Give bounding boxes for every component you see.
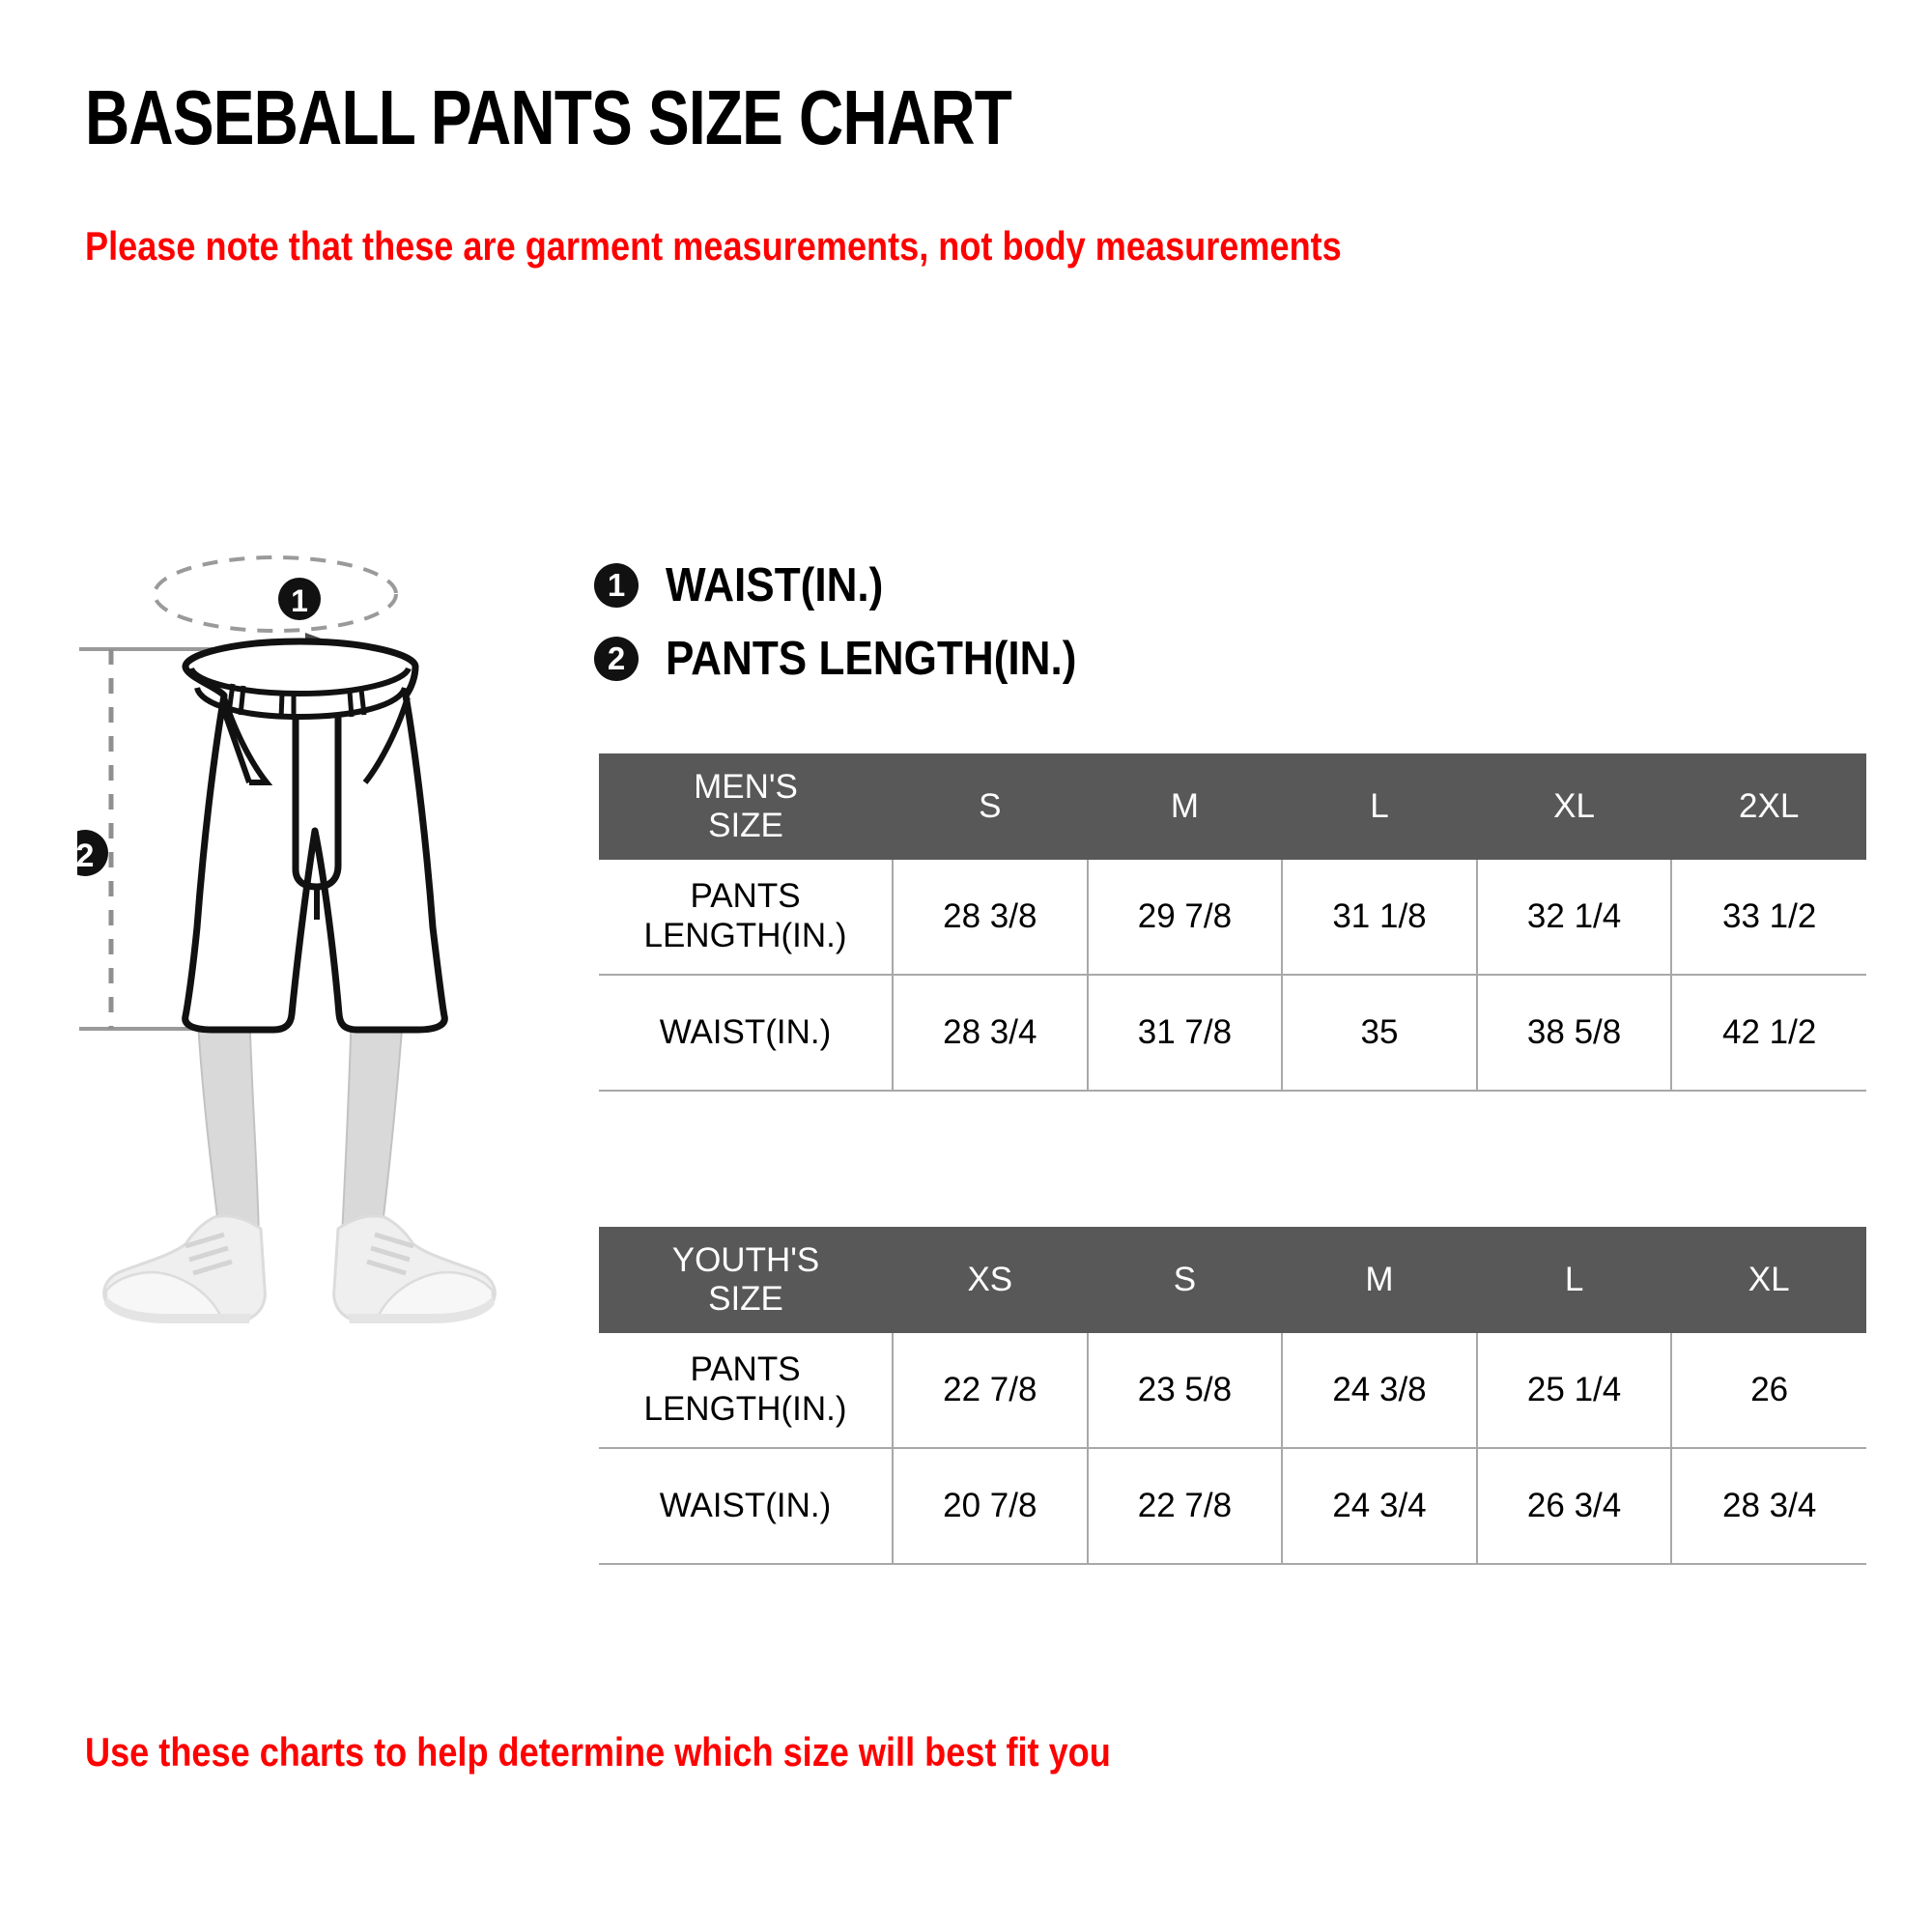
cell-waist-xl: 28 3/4 xyxy=(1670,1447,1866,1565)
cell-pants-length-l: 25 1/4 xyxy=(1475,1333,1673,1449)
corner-label-line2: SIZE xyxy=(708,807,783,844)
cell-pants-length-xl: 32 1/4 xyxy=(1475,860,1673,976)
row-label-line2: LENGTH(IN.) xyxy=(643,1390,847,1428)
shoes-graphic xyxy=(102,1214,497,1323)
size-header-s: S xyxy=(893,753,1088,860)
cell-pants-length-xl: 26 xyxy=(1670,1333,1866,1449)
baseball-pants-illustration: 1 2 xyxy=(62,541,560,1748)
cell-waist-2xl: 42 1/2 xyxy=(1670,974,1866,1092)
size-header-2xl: 2XL xyxy=(1671,753,1866,860)
row-label-line1: PANTS xyxy=(690,1350,801,1389)
size-header-xl: XL xyxy=(1476,753,1672,860)
table-row: WAIST(IN.) 20 7/8 22 7/8 24 3/4 26 3/4 2… xyxy=(599,1447,1866,1565)
measurement-legend: 1 WAIST(IN.) 2 PANTS LENGTH(IN.) xyxy=(594,549,1122,696)
row-label-pants-length: PANTS LENGTH(IN.) xyxy=(599,1333,894,1449)
cell-waist-xs: 20 7/8 xyxy=(892,1447,1089,1565)
corner-label-line1: MEN'S xyxy=(694,768,798,807)
sizing-help-note: Use these charts to help determine which… xyxy=(85,1729,1111,1775)
row-label-line1: WAIST(IN.) xyxy=(659,1012,832,1051)
table-corner-header: MEN'S SIZE xyxy=(599,753,893,860)
cell-pants-length-l: 31 1/8 xyxy=(1281,860,1478,976)
cell-waist-l: 35 xyxy=(1281,974,1478,1092)
mens-size-table: MEN'S SIZE S M L XL 2XL PANTS LENGTH(IN.… xyxy=(599,753,1866,1092)
legend-item-pants-length: 2 PANTS LENGTH(IN.) xyxy=(594,622,1122,696)
cell-waist-m: 24 3/4 xyxy=(1281,1447,1478,1565)
row-label-line2: LENGTH(IN.) xyxy=(643,917,847,954)
row-label-line1: PANTS xyxy=(690,877,801,916)
size-header-xl: XL xyxy=(1671,1227,1866,1333)
cell-pants-length-m: 29 7/8 xyxy=(1086,860,1284,976)
garment-measurement-note: Please note that these are garment measu… xyxy=(85,223,1342,269)
badge-2-icon: 2 xyxy=(594,637,639,681)
pants-diagram-svg: 1 2 xyxy=(62,555,497,1323)
legend-item-waist: 1 WAIST(IN.) xyxy=(594,549,1122,622)
table-row: PANTS LENGTH(IN.) 28 3/8 29 7/8 31 1/8 3… xyxy=(599,860,1866,976)
table-row: PANTS LENGTH(IN.) 22 7/8 23 5/8 24 3/8 2… xyxy=(599,1333,1866,1449)
cell-waist-m: 31 7/8 xyxy=(1086,974,1284,1092)
cell-pants-length-2xl: 33 1/2 xyxy=(1670,860,1866,976)
cell-waist-l: 26 3/4 xyxy=(1475,1447,1673,1565)
table-row: WAIST(IN.) 28 3/4 31 7/8 35 38 5/8 42 1/… xyxy=(599,974,1866,1092)
corner-label-line2: SIZE xyxy=(708,1280,783,1318)
cell-waist-s: 28 3/4 xyxy=(892,974,1089,1092)
waist-marker-badge: 1 xyxy=(278,578,327,648)
size-header-l: L xyxy=(1282,753,1477,860)
socks-graphic xyxy=(195,1004,406,1242)
legend-label-waist: WAIST(IN.) xyxy=(666,559,884,611)
size-header-l: L xyxy=(1476,1227,1672,1333)
cell-pants-length-m: 24 3/8 xyxy=(1281,1333,1478,1449)
page-title: BASEBALL PANTS SIZE CHART xyxy=(85,74,1012,160)
corner-label-line1: YOUTH'S xyxy=(671,1241,820,1280)
table-corner-header: YOUTH'S SIZE xyxy=(599,1227,893,1333)
svg-text:2: 2 xyxy=(77,838,94,874)
size-header-m: M xyxy=(1087,753,1283,860)
length-marker-badge: 2 xyxy=(62,830,108,876)
cell-waist-s: 22 7/8 xyxy=(1086,1447,1284,1565)
pants-graphic xyxy=(182,638,448,1034)
size-header-m: M xyxy=(1282,1227,1477,1333)
youths-size-table: YOUTH'S SIZE XS S M L XL PANTS LENGTH(IN… xyxy=(599,1227,1866,1565)
badge-1-icon: 1 xyxy=(594,563,639,608)
legend-label-pants-length: PANTS LENGTH(IN.) xyxy=(666,633,1077,685)
dashed-ellipse-icon xyxy=(153,555,398,633)
row-label-line1: WAIST(IN.) xyxy=(659,1486,832,1524)
table-header-row: YOUTH'S SIZE XS S M L XL xyxy=(599,1227,1866,1333)
svg-text:1: 1 xyxy=(291,583,308,618)
size-header-s: S xyxy=(1087,1227,1283,1333)
cell-pants-length-xs: 22 7/8 xyxy=(892,1333,1089,1449)
table-header-row: MEN'S SIZE S M L XL 2XL xyxy=(599,753,1866,860)
cell-pants-length-s: 23 5/8 xyxy=(1086,1333,1284,1449)
row-label-waist: WAIST(IN.) xyxy=(599,974,894,1092)
cell-waist-xl: 38 5/8 xyxy=(1475,974,1673,1092)
row-label-waist: WAIST(IN.) xyxy=(599,1447,894,1565)
cell-pants-length-s: 28 3/8 xyxy=(892,860,1089,976)
size-header-xs: XS xyxy=(893,1227,1088,1333)
row-label-pants-length: PANTS LENGTH(IN.) xyxy=(599,860,894,976)
